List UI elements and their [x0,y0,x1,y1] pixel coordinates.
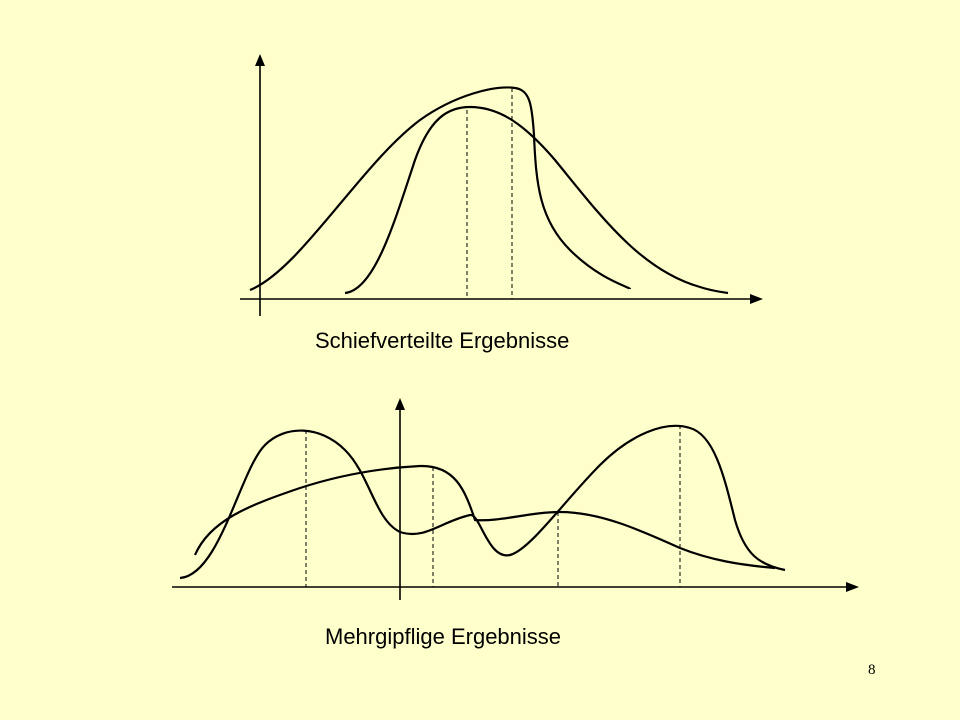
top-broad-curve [249,86,632,292]
skewed-distribution-diagram [240,54,763,316]
bottom-flat-curve [193,464,776,570]
top-y-axis-arrowhead [255,54,265,66]
skewed-diagram-caption: Schiefverteilte Ergebnisse [315,328,570,353]
multimodal-diagram-caption: Mehrgipflige Ergebnisse [325,624,562,649]
bottom-x-axis-arrowhead [846,582,859,592]
bottom-y-axis-arrowhead [395,398,405,410]
top-narrow-curve [344,105,729,295]
page-number: 8 [868,662,876,678]
top-x-axis-arrowhead [750,294,763,304]
bottom-bimodal-curve [179,424,786,580]
multimodal-distribution-diagram [172,398,859,600]
